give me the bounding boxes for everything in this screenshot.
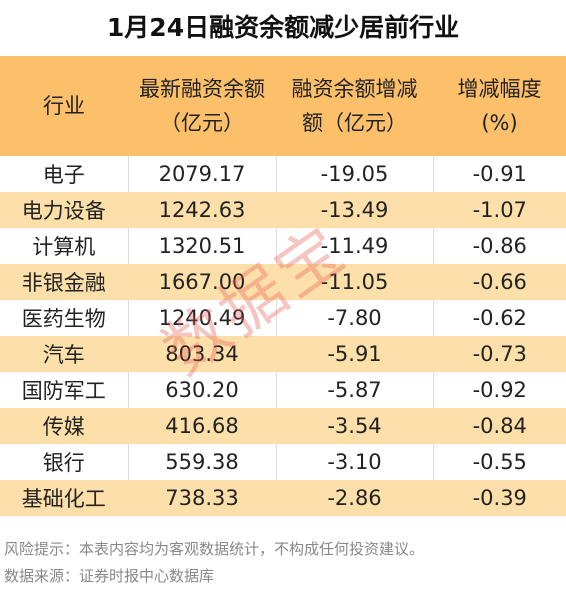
table-row: 医药生物 1240.49 -7.80 -0.62	[0, 300, 566, 336]
table-cell: -1.07	[432, 192, 566, 228]
table-row: 计算机 1320.51 -11.49 -0.86	[0, 228, 566, 264]
table-row: 基础化工 738.33 -2.86 -0.39	[0, 480, 566, 516]
table: 行业 最新融资余额（亿元） 融资余额增减额（亿元） 增减幅度(%) 电子 2079.17…	[0, 56, 566, 516]
notes: 风险提示：本表内容均为客观数据统计，不构成任何投资建议。 数据来源：证券时报中心数…	[0, 536, 424, 590]
table-cell: 630.20	[127, 372, 276, 408]
table-cell: 银行	[42, 451, 85, 475]
table-cell: -5.91	[275, 336, 433, 372]
table-cell: -0.55	[432, 444, 566, 480]
table-cell: 计算机	[32, 235, 96, 259]
header-cell: 融资余额增减额（亿元）	[276, 56, 433, 156]
table-cell: 738.33	[127, 480, 276, 516]
table-row: 电力设备 1242.63 -13.49 -1.07	[0, 192, 566, 228]
title: 1月24日融资余额减少居前行业	[106, 13, 460, 42]
table-cell: 医药生物	[21, 307, 106, 331]
table-cell: 国防军工	[21, 379, 106, 403]
table-cell: 1240.49	[127, 300, 276, 336]
table-cell: -0.92	[432, 372, 566, 408]
table-cell: -2.86	[275, 480, 433, 516]
table-cell: -11.05	[275, 264, 433, 300]
table-cell: 1242.63	[127, 192, 276, 228]
header-row: 行业 最新融资余额（亿元） 融资余额增减额（亿元） 增减幅度(%)	[0, 56, 566, 156]
table-cell: -7.80	[275, 300, 433, 336]
table-cell: -11.49	[275, 228, 433, 264]
table-cell: 非银金融	[0, 264, 128, 300]
header-cell: 最新融资余额（亿元）	[128, 56, 276, 156]
table-cell: 汽车	[0, 336, 128, 372]
table-cell: -3.10	[275, 444, 433, 480]
note: 数据来源：证券时报中心数据库	[4, 567, 215, 585]
table-row: 国防军工 630.20 -5.87 -0.92	[0, 372, 566, 408]
table-row: 银行 559.38 -3.10 -0.55	[0, 444, 566, 480]
table-row: 非银金融 1667.00 -11.05 -0.66	[0, 264, 566, 300]
table-cell: -0.91	[432, 156, 566, 192]
table-cell: -0.66	[432, 264, 566, 300]
table-cell: -0.62	[432, 300, 566, 336]
note: 风险提示：本表内容均为客观数据统计，不构成任何投资建议。	[4, 540, 425, 558]
header-cell: 行业	[0, 56, 128, 156]
table-cell: 传媒	[0, 408, 128, 444]
table-cell: -3.54	[275, 408, 433, 444]
table-cell: -0.39	[432, 480, 566, 516]
table-cell: 416.68	[127, 408, 276, 444]
table-row: 传媒 416.68 -3.54 -0.84	[0, 408, 566, 444]
table-cell: 1320.51	[127, 228, 276, 264]
table-cell: 559.38	[127, 444, 276, 480]
table-cell: -13.49	[275, 192, 433, 228]
header-cell: 增减幅度(%)	[433, 56, 566, 156]
table-row: 汽车 803.34 -5.91 -0.73	[0, 336, 566, 372]
table-cell: -19.05	[275, 156, 433, 192]
table-cell: -0.84	[432, 408, 566, 444]
table-cell: 基础化工	[0, 480, 128, 516]
table-cell: -0.73	[432, 336, 566, 372]
table-cell: -5.87	[275, 372, 433, 408]
table-cell: 电子	[42, 163, 85, 187]
table-cell: 803.34	[127, 336, 276, 372]
table-body: 电子 2079.17 -19.05 -0.91 电力设备 1242.63 -13.49 -1.…	[0, 156, 566, 516]
table-cell: 1667.00	[127, 264, 276, 300]
table-row: 电子 2079.17 -19.05 -0.91	[0, 156, 566, 192]
table-cell: -0.86	[432, 228, 566, 264]
table-cell: 2079.17	[127, 156, 276, 192]
table-cell: 电力设备	[0, 192, 128, 228]
